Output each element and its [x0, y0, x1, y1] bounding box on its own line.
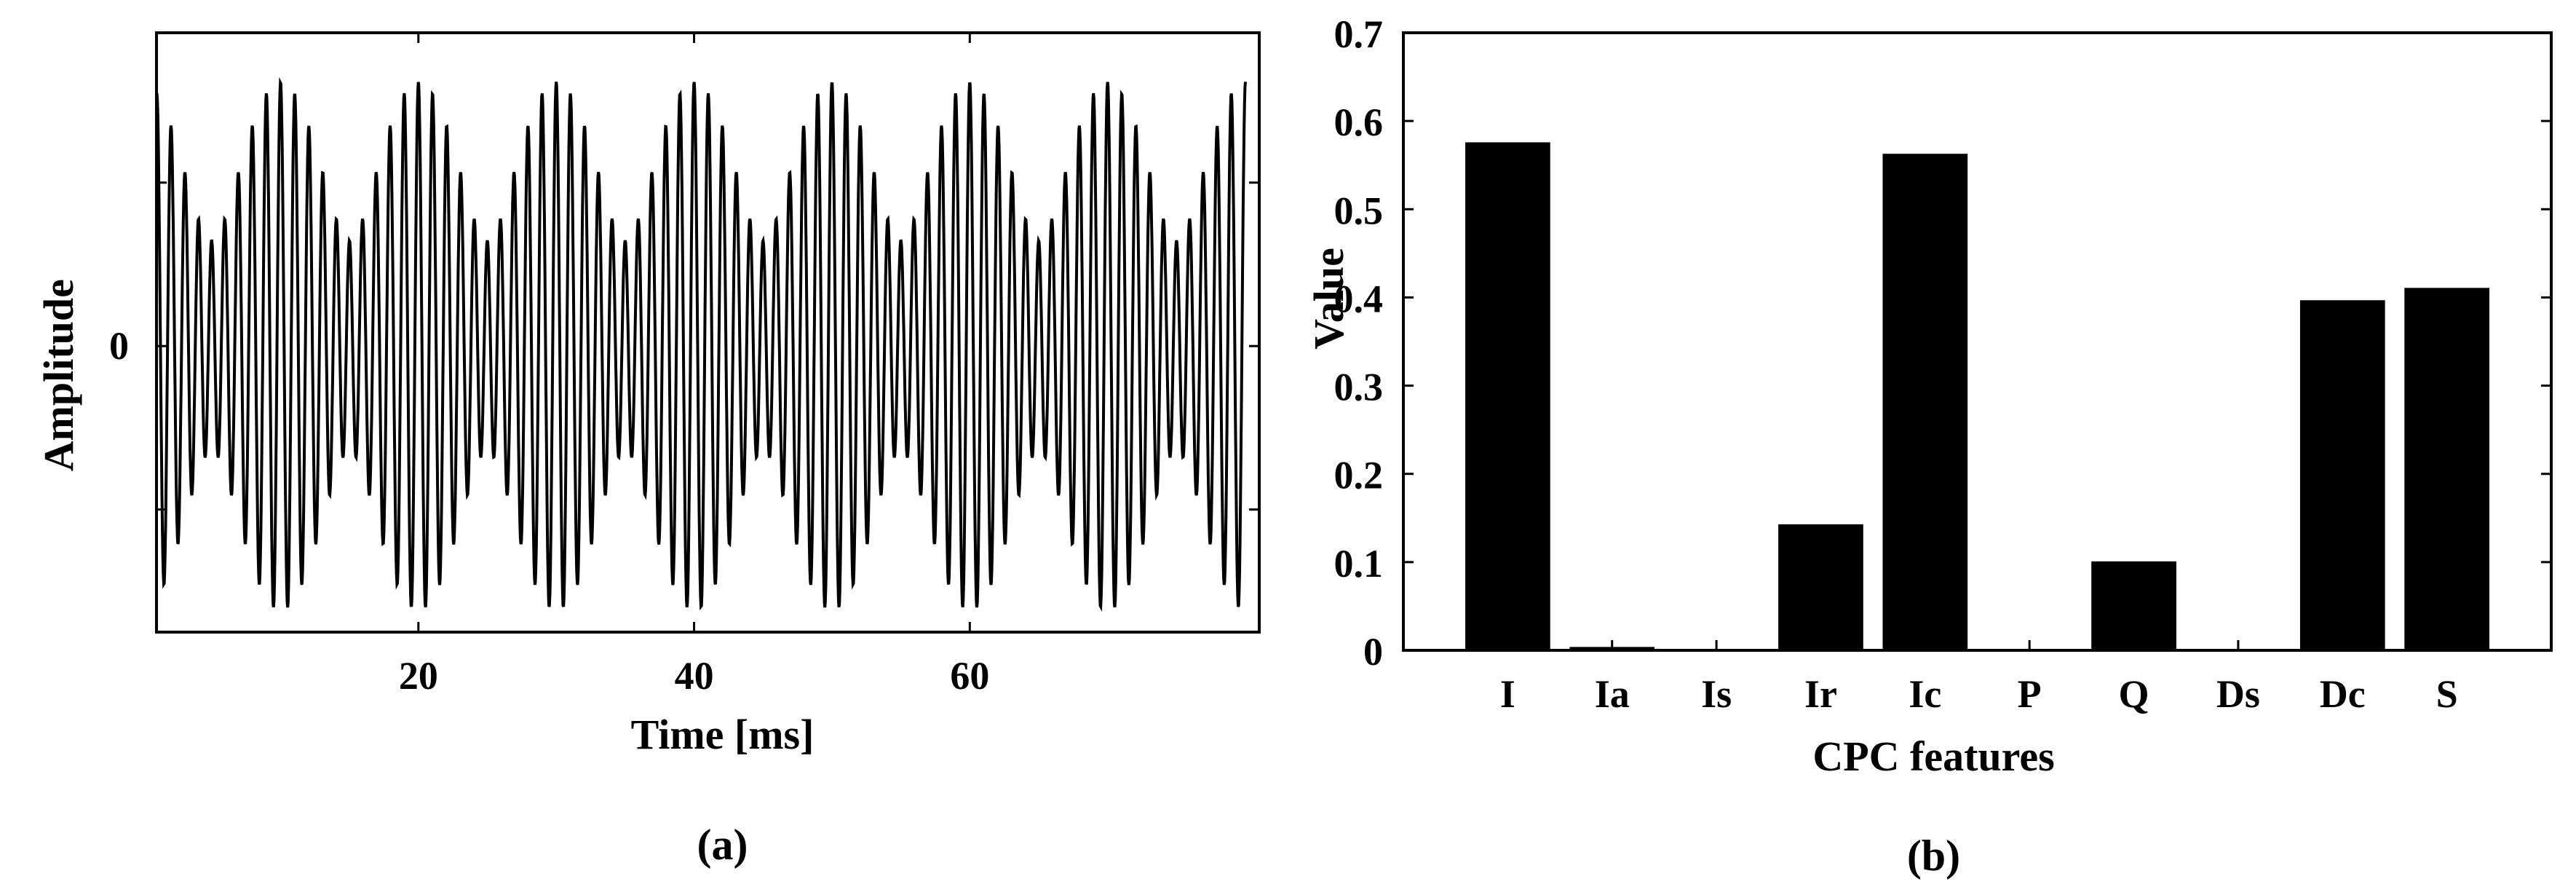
panel-b-y-tick-label: 0.1	[1334, 542, 1384, 586]
panel-a-ticks: 20 40 60 0	[109, 33, 1259, 698]
bar-i	[1465, 142, 1550, 651]
panel-b-y-tick-label: 0.6	[1334, 100, 1384, 144]
panel-b-caption: (b)	[1907, 832, 1960, 880]
panel-b-x-axis-label: CPC features	[1812, 733, 2054, 780]
panel-b-y-axis-label: Value	[1305, 248, 1352, 350]
panel-b-x-tick-label: Ia	[1595, 672, 1630, 716]
panel-b-x-tick-label: P	[2018, 672, 2042, 716]
bar-s	[2404, 288, 2489, 651]
panel-b-y-tick-label: 0.2	[1334, 454, 1384, 497]
panel-b-x-tick-label: Q	[2119, 672, 2149, 716]
panel-b-x-tick-label: Dc	[2320, 672, 2366, 716]
panel-b-x-tick-label: Ir	[1804, 672, 1837, 716]
panel-b-y-tick-label: 0.5	[1334, 189, 1384, 232]
panel-a-y-tick-label: 0	[109, 324, 129, 368]
bar-dc	[2299, 300, 2385, 651]
panel-b-x-tick-label: Ic	[1909, 672, 1941, 716]
panel-a-y-axis-label: Amplitude	[35, 279, 82, 471]
panel-a-caption: (a)	[697, 821, 748, 869]
bar-ic	[1882, 154, 1968, 652]
panel-a-x-tick-label: 40	[675, 654, 714, 698]
panel-b-bars	[1465, 142, 2489, 652]
panel-b-y-tick-label: 0.4	[1334, 277, 1384, 320]
bar-q	[2091, 561, 2176, 651]
waveform-line	[155, 76, 1248, 612]
panel-b-y-tick-label: 0	[1363, 630, 1383, 674]
panel-a-plot-frame	[155, 31, 1261, 634]
panel-b-y-tick-label: 0.3	[1334, 366, 1384, 409]
panel-b-bar-chart: I Ia Is Ir Ic P Q Ds Dc S 0 0.1 0.2 0.3 0.4 0.5 0.6 0.7 C…	[1305, 12, 2553, 880]
panel-a-x-tick-label: 20	[399, 654, 438, 698]
panel-b-x-tick-label: Is	[1701, 672, 1732, 716]
panel-b-ticks: I Ia Is Ir Ic P Q Ds Dc S 0 0.1 0.2 0.3 0.4 0.5 0.6 0.7	[1334, 12, 2551, 716]
panel-b-plot-frame	[1402, 31, 2553, 652]
panel-b-x-tick-label: I	[1500, 672, 1515, 716]
panel-a-x-tick-label: 60	[950, 654, 989, 698]
panel-b-x-tick-label: S	[2436, 672, 2458, 716]
panel-a-x-axis-label: Time [ms]	[631, 711, 815, 758]
panel-a-waveform-chart: 20 40 60 0 Time [ms] Amplitude (a)	[35, 31, 1261, 869]
bar-ir	[1778, 524, 1863, 652]
panel-b-x-tick-label: Ds	[2216, 672, 2260, 716]
panel-b-y-tick-label: 0.7	[1334, 12, 1384, 56]
